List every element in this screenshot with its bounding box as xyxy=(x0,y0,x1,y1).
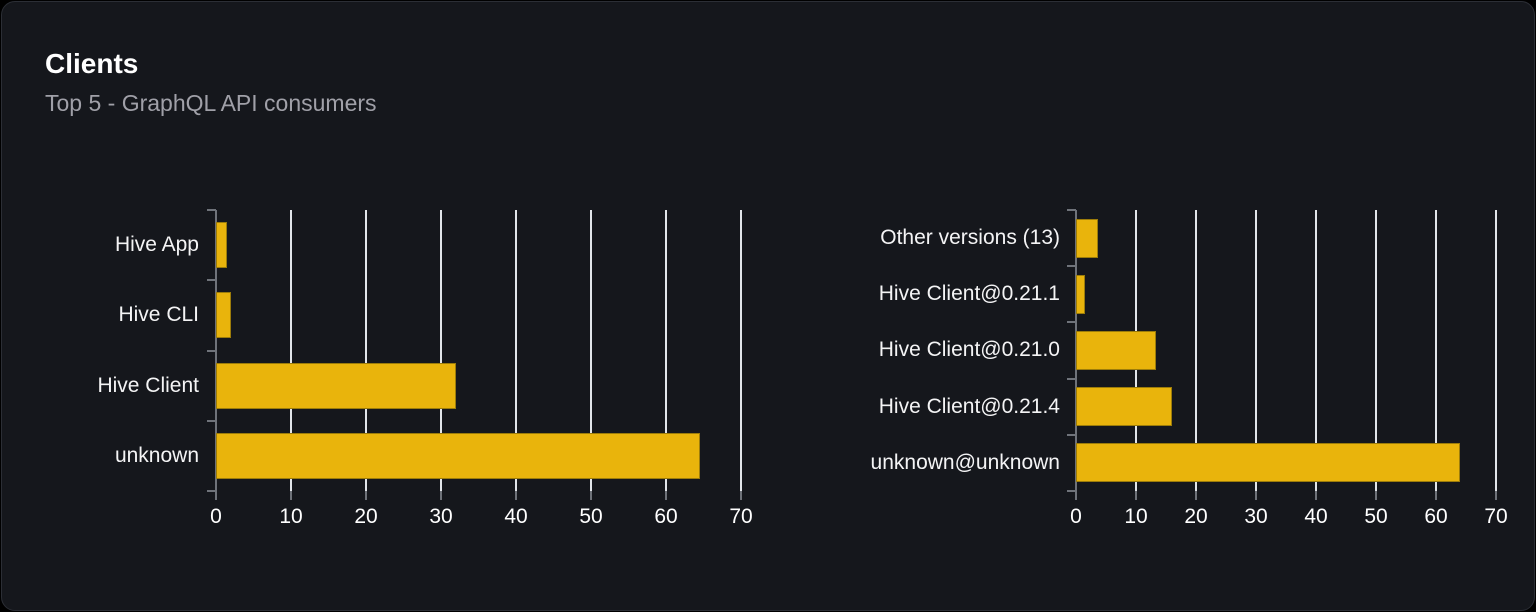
grid-line xyxy=(515,210,517,491)
x-axis-tick xyxy=(365,491,367,500)
x-axis-tick xyxy=(1495,491,1497,500)
x-axis-tick xyxy=(740,491,742,500)
x-tick-label: 50 xyxy=(1364,505,1388,528)
y-axis-tick xyxy=(1067,378,1076,380)
y-axis-tick xyxy=(207,279,216,281)
clients-by-name-chart: 0 10 20 30 40 50 60 70 Hive App Hive CLI Hive Clie… xyxy=(97,209,756,528)
x-axis-tick xyxy=(440,491,442,500)
x-tick-label: 70 xyxy=(1484,505,1508,528)
grid-line xyxy=(1495,210,1497,491)
category-label: Hive Client@0.21.4 xyxy=(878,395,1060,418)
grid-line xyxy=(1435,210,1437,491)
category-label: Hive App xyxy=(114,233,199,256)
y-axis-tick xyxy=(1067,490,1076,492)
x-axis-tick xyxy=(1375,491,1377,500)
clients-by-version-chart: 0 10 20 30 40 50 60 70 Other versions (13) Hive C… xyxy=(871,209,1508,528)
bar xyxy=(1076,331,1157,370)
grid-line xyxy=(590,210,592,491)
x-tick-label: 20 xyxy=(354,505,378,528)
x-tick-label: 0 xyxy=(210,505,222,528)
y-axis-line xyxy=(215,210,217,491)
grid-line xyxy=(740,210,742,491)
y-axis-tick xyxy=(1067,209,1076,211)
panel-subtitle: Top 5 - GraphQL API consumers xyxy=(45,90,377,117)
x-axis-tick xyxy=(1195,491,1197,500)
y-axis-tick xyxy=(207,209,216,211)
bar xyxy=(1076,387,1172,426)
bar xyxy=(216,433,700,479)
grid-line xyxy=(665,210,667,491)
y-axis-tick xyxy=(207,420,216,422)
category-label: Hive Client@0.21.1 xyxy=(878,282,1060,305)
grid-line xyxy=(1195,210,1197,491)
bar xyxy=(1076,219,1099,258)
grid-line xyxy=(365,210,367,491)
y-axis-tick xyxy=(1067,434,1076,436)
panel-header: Clients Top 5 - GraphQL API consumers xyxy=(45,48,377,118)
x-axis-tick xyxy=(1315,491,1317,500)
bar xyxy=(216,222,227,268)
category-label: Other versions (13) xyxy=(880,226,1060,249)
y-axis-tick xyxy=(1067,321,1076,323)
bar xyxy=(216,363,456,409)
x-tick-label: 50 xyxy=(579,505,603,528)
category-label: Hive Client@0.21.0 xyxy=(878,338,1060,361)
grid-line xyxy=(1315,210,1317,491)
x-tick-label: 40 xyxy=(1304,505,1328,528)
bar xyxy=(1076,275,1085,314)
x-tick-label: 10 xyxy=(279,505,303,528)
x-tick-label: 60 xyxy=(1424,505,1448,528)
grid-line xyxy=(1375,210,1377,491)
y-axis-tick xyxy=(207,490,216,492)
x-tick-label: 60 xyxy=(654,505,678,528)
y-axis-tick xyxy=(207,350,216,352)
x-tick-label: 10 xyxy=(1124,505,1148,528)
y-axis-tick xyxy=(1067,265,1076,267)
panel-title: Clients xyxy=(45,48,139,79)
x-axis-tick xyxy=(1135,491,1137,500)
x-tick-label: 30 xyxy=(429,505,453,528)
x-axis-tick xyxy=(1435,491,1437,500)
x-axis-tick xyxy=(215,491,217,500)
bar xyxy=(1076,443,1460,482)
x-tick-label: 20 xyxy=(1184,505,1208,528)
grid-line xyxy=(290,210,292,491)
x-axis-tick xyxy=(515,491,517,500)
x-axis-tick xyxy=(590,491,592,500)
category-label: Hive CLI xyxy=(118,303,199,326)
category-label: Hive Client xyxy=(97,374,199,397)
category-label: unknown xyxy=(114,444,199,467)
bar xyxy=(216,292,231,338)
x-axis-tick xyxy=(290,491,292,500)
x-axis-tick xyxy=(1075,491,1077,500)
x-tick-label: 40 xyxy=(504,505,528,528)
x-tick-label: 0 xyxy=(1070,505,1082,528)
category-label: unknown@unknown xyxy=(870,451,1060,474)
x-axis-tick xyxy=(665,491,667,500)
x-tick-label: 70 xyxy=(729,505,753,528)
grid-line xyxy=(1255,210,1257,491)
grid-line xyxy=(440,210,442,491)
x-axis-tick xyxy=(1255,491,1257,500)
x-tick-label: 30 xyxy=(1244,505,1268,528)
